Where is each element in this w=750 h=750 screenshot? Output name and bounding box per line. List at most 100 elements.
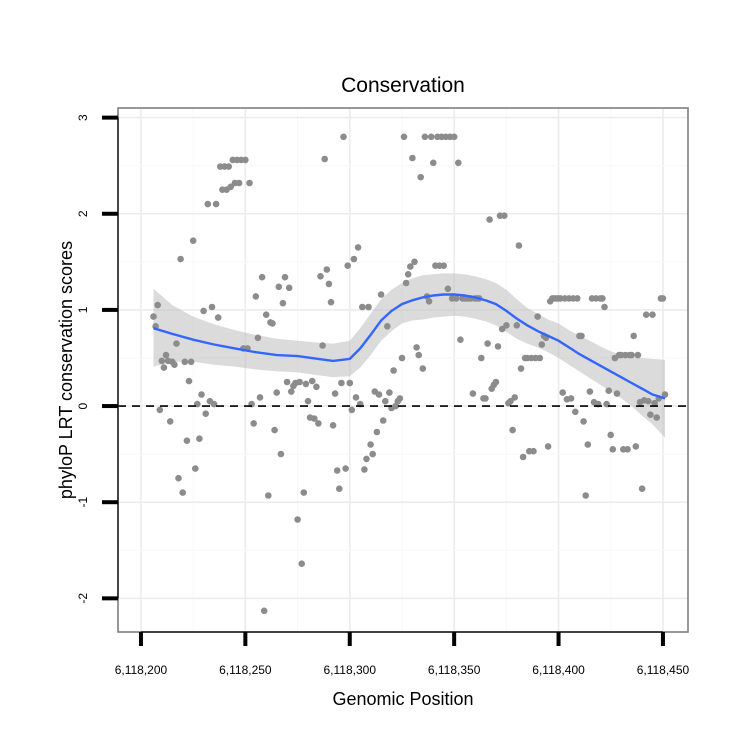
x-axis: 6,118,200 6,118,250 6,118,300 6,118,350 6,11… <box>115 631 690 677</box>
data-point <box>624 446 631 453</box>
data-point <box>384 323 391 330</box>
data-point <box>298 560 306 567</box>
data-point <box>647 411 654 419</box>
data-point <box>400 133 408 141</box>
data-point <box>457 336 464 344</box>
data-point <box>331 390 339 397</box>
data-point <box>354 244 362 251</box>
data-point <box>632 443 640 450</box>
data-point <box>407 263 414 270</box>
data-point <box>519 453 527 461</box>
data-point <box>296 378 303 386</box>
data-point <box>425 298 433 305</box>
data-point <box>288 388 295 395</box>
data-point <box>323 266 331 273</box>
data-point <box>173 340 180 347</box>
data-point <box>162 351 170 359</box>
x-tick-label: 6,118,350 <box>428 663 481 677</box>
data-point <box>605 387 612 395</box>
data-point <box>363 455 370 463</box>
data-point <box>227 183 234 191</box>
x-tick-label: 6,118,250 <box>219 663 272 677</box>
data-point <box>409 154 416 162</box>
data-point <box>444 285 452 293</box>
data-point <box>277 450 285 458</box>
data-point <box>156 406 164 414</box>
data-point <box>254 334 262 342</box>
data-point <box>346 379 354 387</box>
data-point <box>179 489 186 496</box>
data-point <box>501 212 508 219</box>
data-point <box>271 426 278 434</box>
data-point <box>265 492 272 499</box>
data-point <box>515 242 523 249</box>
data-point <box>187 358 195 366</box>
data-point <box>204 200 212 208</box>
data-point <box>202 410 209 418</box>
data-point <box>359 303 366 311</box>
data-point <box>212 200 220 208</box>
data-point <box>498 325 506 333</box>
y-axis-title: phyloP LRT conservation scores <box>56 241 76 499</box>
data-point <box>175 474 182 482</box>
data-point <box>609 446 617 453</box>
data-point <box>283 378 291 386</box>
data-point <box>404 271 412 278</box>
data-point <box>336 485 343 493</box>
data-point <box>396 395 404 402</box>
x-tick-label: 6,118,450 <box>637 663 690 677</box>
data-point <box>494 343 502 350</box>
data-point <box>578 332 585 340</box>
data-point <box>214 314 222 321</box>
data-point <box>584 441 592 448</box>
chart-title: Conservation <box>341 74 465 97</box>
y-tick-label: 2 <box>76 210 90 217</box>
data-point <box>582 492 589 499</box>
data-point <box>386 389 393 396</box>
data-point <box>369 450 377 458</box>
data-point <box>329 422 337 429</box>
data-point <box>352 394 360 401</box>
data-point <box>311 415 318 422</box>
x-axis-title: Genomic Position <box>332 689 473 709</box>
data-point <box>402 279 410 287</box>
data-point <box>361 466 368 473</box>
data-point <box>196 435 203 443</box>
data-point <box>198 391 205 398</box>
data-point <box>642 311 650 319</box>
data-point <box>171 361 178 369</box>
data-point <box>430 159 437 167</box>
data-point <box>427 133 435 141</box>
data-point <box>634 351 642 359</box>
data-point <box>319 342 326 349</box>
data-point <box>242 156 249 164</box>
data-point <box>325 280 333 288</box>
data-point <box>256 394 264 401</box>
data-point <box>181 358 189 366</box>
data-point <box>250 420 257 427</box>
data-point <box>607 431 614 439</box>
data-point <box>154 301 161 309</box>
data-point <box>192 465 199 472</box>
data-point <box>452 295 460 302</box>
data-point <box>294 516 301 523</box>
data-point <box>150 313 157 320</box>
data-point <box>630 332 637 340</box>
points-group <box>150 133 669 615</box>
data-point <box>586 388 594 395</box>
data-point <box>246 179 253 187</box>
data-point <box>275 283 283 291</box>
data-point <box>469 390 477 397</box>
data-point <box>327 298 335 306</box>
data-point <box>559 389 566 396</box>
smooth-line-group <box>153 293 666 400</box>
data-point <box>313 383 320 391</box>
data-point <box>279 299 287 307</box>
data-point <box>189 237 197 244</box>
data-point <box>262 311 270 319</box>
data-point <box>651 399 658 407</box>
data-point <box>285 284 293 292</box>
y-tick-label: 0 <box>76 402 90 409</box>
data-point <box>281 273 289 281</box>
